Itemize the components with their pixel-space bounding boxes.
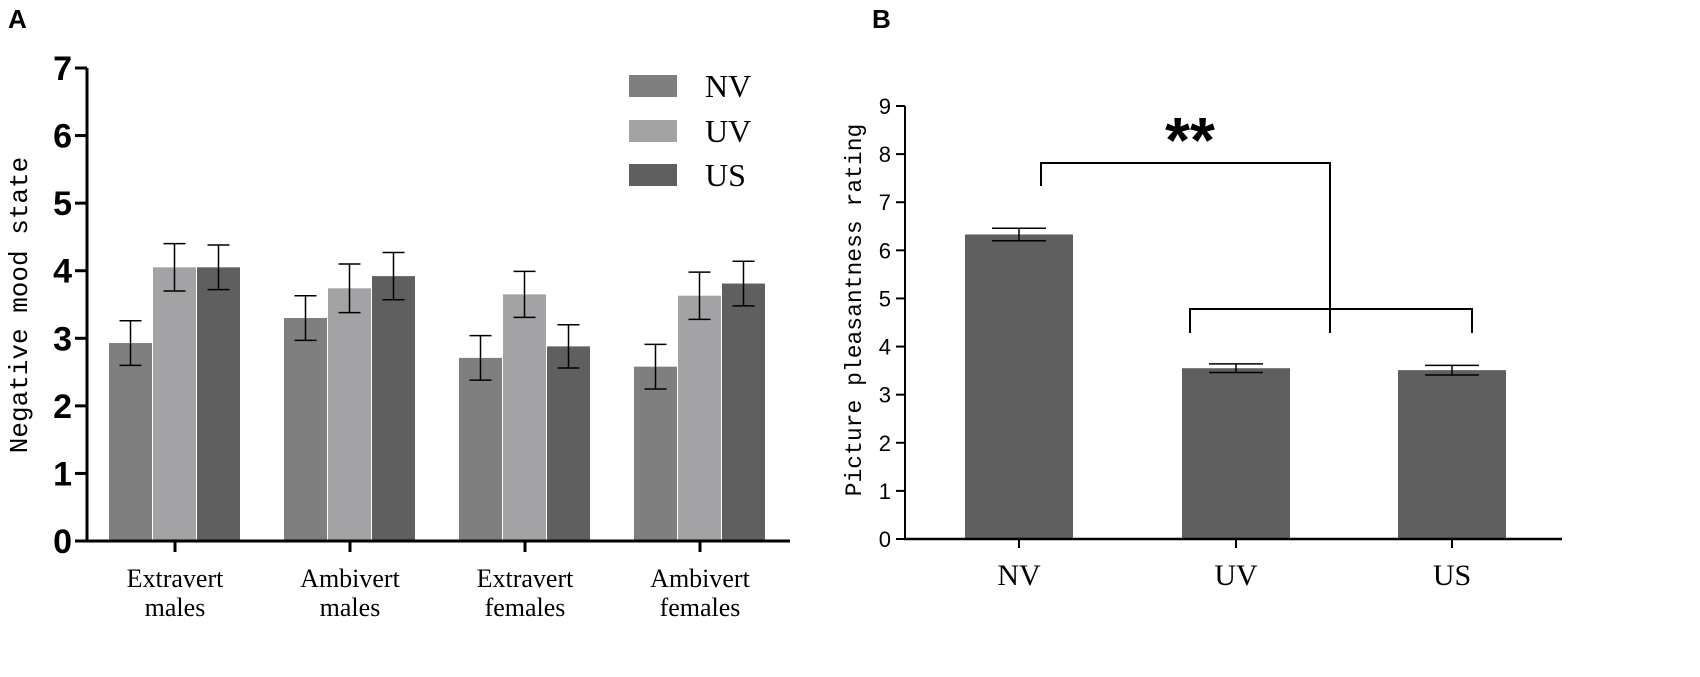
x-tick-label-3-line2: females bbox=[485, 593, 566, 622]
y-tick-label-0: 0 bbox=[53, 523, 72, 561]
bracket-nv-vs-combined bbox=[1040, 162, 1331, 333]
x-tick-label-us: US bbox=[1433, 559, 1471, 592]
bar-uv-4 bbox=[678, 295, 721, 541]
y-tick-label-8: 8 bbox=[879, 142, 891, 167]
legend-label-nv: NV bbox=[705, 68, 751, 104]
x-tick-label-1-line1: Extravert bbox=[127, 564, 225, 593]
y-tick-label-1: 1 bbox=[53, 455, 72, 493]
legend-label-us: US bbox=[705, 157, 746, 193]
chart-a: Negative mood stateExtravertmalesAmbiver… bbox=[5, 50, 790, 622]
y-tick-label-7: 7 bbox=[879, 190, 891, 215]
chart-b: Picture pleasantness rating NV UV US 0 1 2 3 4 5 6… bbox=[842, 94, 1562, 592]
bar-us-3 bbox=[547, 346, 590, 541]
x-tick-label-uv: UV bbox=[1214, 559, 1258, 592]
y-tick-label-4: 4 bbox=[879, 335, 891, 360]
x-tick-label-2-line1: Ambivert bbox=[300, 564, 400, 593]
x-tick-label-2-line2: males bbox=[320, 593, 381, 622]
y-tick-label-0: 0 bbox=[879, 527, 891, 552]
bar-us-2 bbox=[372, 276, 415, 541]
legend-label-uv: UV bbox=[705, 113, 751, 149]
y-tick-label-6: 6 bbox=[53, 118, 72, 156]
bracket-uv-us bbox=[1189, 308, 1473, 333]
bar-uv-3 bbox=[503, 294, 546, 541]
bar-nv-3 bbox=[459, 357, 502, 541]
x-tick-label-4-line1: Ambivert bbox=[650, 564, 750, 593]
y-tick-label-3: 3 bbox=[879, 383, 891, 408]
bar-nv-1 bbox=[109, 343, 152, 541]
legend-swatch-uv bbox=[629, 120, 677, 142]
y-tick-label-9: 9 bbox=[879, 94, 891, 119]
bar-nv-2 bbox=[284, 318, 327, 541]
x-tick-label-1-line2: males bbox=[145, 593, 206, 622]
y-tick-label-2: 2 bbox=[879, 431, 891, 456]
bar-uv-1 bbox=[153, 267, 196, 541]
bar-uv-2 bbox=[328, 288, 371, 541]
significance-label: ** bbox=[1165, 104, 1215, 176]
y-tick-label-2: 2 bbox=[53, 388, 72, 426]
y-tick-label-5: 5 bbox=[53, 185, 72, 223]
panel-b-label: B bbox=[872, 4, 891, 34]
y-tick-label-4: 4 bbox=[53, 253, 72, 291]
bar-nv-4 bbox=[634, 366, 677, 541]
panel-a-label: A bbox=[8, 4, 27, 34]
y-tick-label-5: 5 bbox=[879, 286, 891, 311]
y-axis-title: Negative mood state bbox=[5, 157, 35, 453]
legend-swatch-us bbox=[629, 164, 677, 186]
y-tick-label-3: 3 bbox=[53, 320, 72, 358]
legend-swatch-nv bbox=[629, 75, 677, 97]
y-tick-label-7: 7 bbox=[53, 50, 72, 88]
x-tick-label-3-line1: Extravert bbox=[477, 564, 575, 593]
x-tick-label-nv: NV bbox=[997, 559, 1041, 592]
y-tick-label-6: 6 bbox=[879, 238, 891, 263]
bar-us-4 bbox=[722, 283, 765, 541]
bar-uv bbox=[1182, 368, 1290, 539]
bar-nv bbox=[965, 234, 1073, 539]
x-tick-label-4-line2: females bbox=[660, 593, 741, 622]
y-tick-label-1: 1 bbox=[879, 479, 891, 504]
bar-us bbox=[1398, 370, 1506, 539]
significance-bracket bbox=[1040, 162, 1473, 333]
y-axis-title: Picture pleasantness rating bbox=[842, 124, 868, 497]
bar-us-1 bbox=[197, 267, 240, 541]
